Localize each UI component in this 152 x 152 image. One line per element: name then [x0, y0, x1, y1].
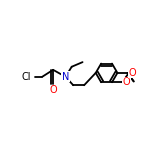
Text: N: N	[62, 72, 69, 82]
Text: O: O	[49, 85, 57, 95]
Text: Cl: Cl	[21, 72, 31, 82]
Text: O: O	[128, 68, 136, 78]
Text: O: O	[123, 77, 130, 87]
